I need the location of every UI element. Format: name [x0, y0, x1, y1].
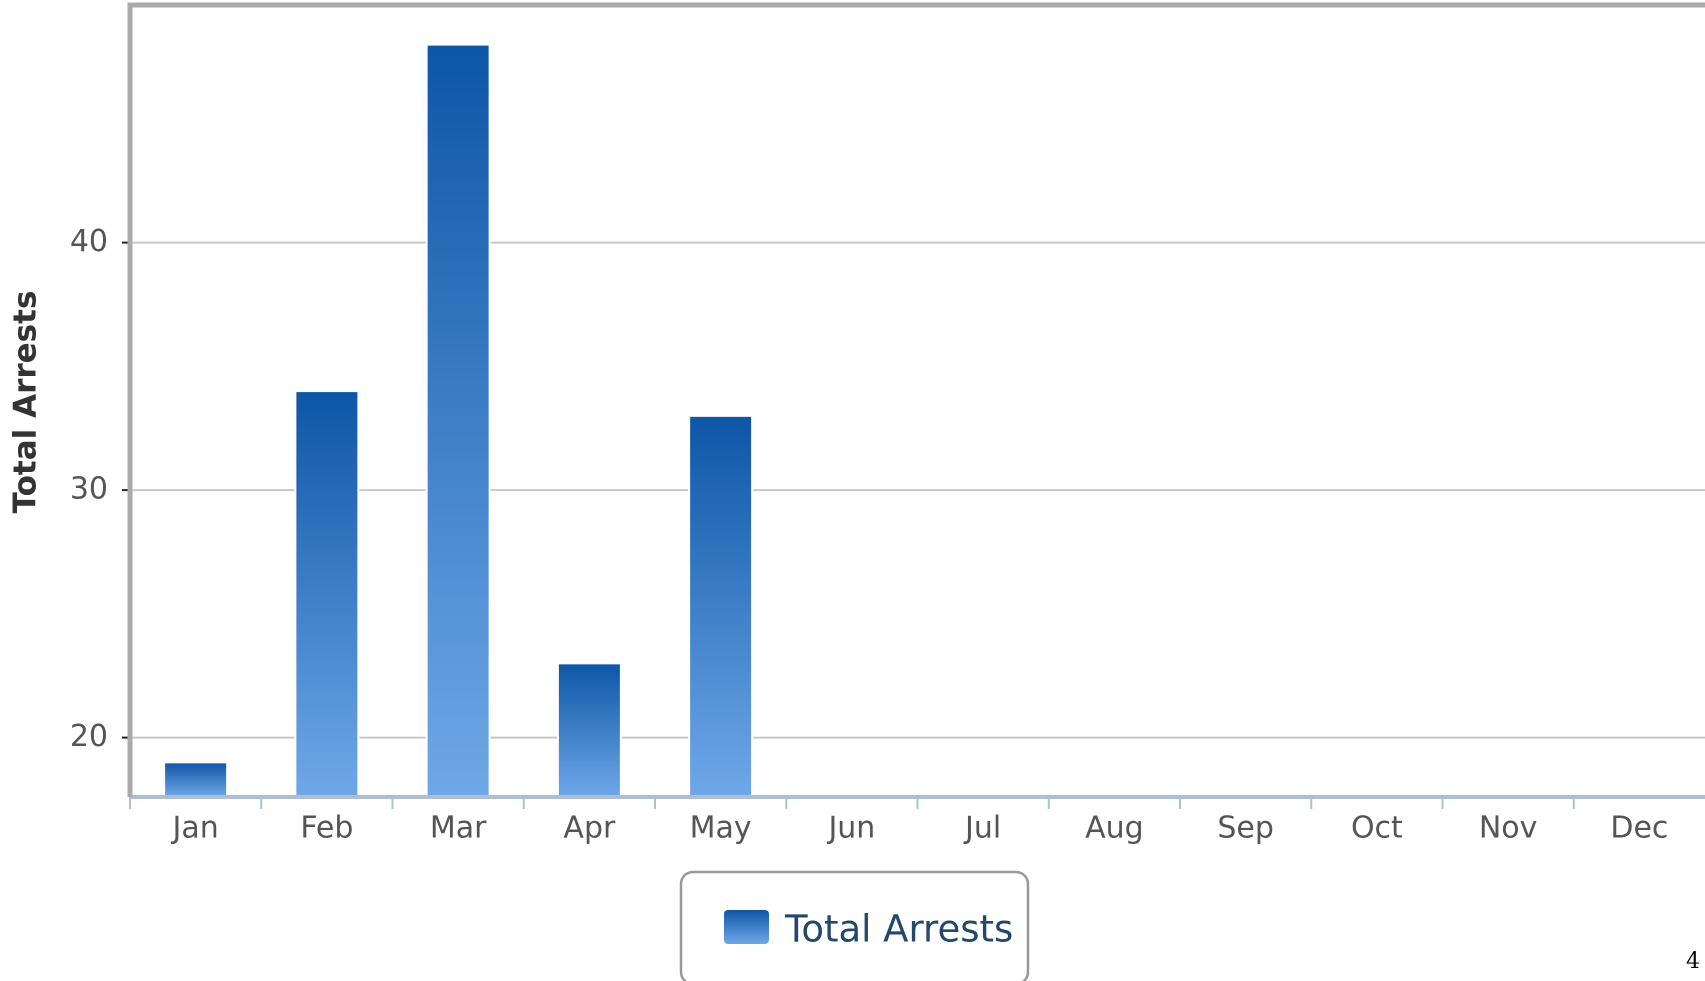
x-tick-label: May — [690, 811, 752, 846]
y-tick-label: 30 — [70, 472, 108, 507]
bar — [425, 43, 491, 799]
x-tick-label: Dec — [1610, 811, 1668, 846]
y-axis-title: Total Arrests — [8, 291, 44, 514]
x-tick-label: Nov — [1479, 811, 1538, 846]
bar — [556, 662, 622, 798]
x-tick-label: Jan — [171, 811, 219, 846]
x-tick-label: Mar — [430, 811, 487, 846]
bar — [163, 761, 229, 798]
page-number: 4 — [1686, 949, 1700, 974]
bar — [688, 414, 754, 798]
plot-frame — [127, 2, 1705, 797]
legend-label: Total Arrests — [784, 908, 1013, 951]
x-tick-label: Sep — [1217, 811, 1274, 846]
x-tick-label: Aug — [1085, 811, 1144, 846]
y-tick-label: 40 — [70, 224, 108, 259]
legend-swatch — [724, 910, 769, 944]
y-tick-label: 20 — [70, 719, 108, 754]
bar — [294, 390, 360, 798]
x-tick-label: Oct — [1351, 811, 1403, 846]
x-tick-label: Jun — [826, 811, 875, 846]
x-tick-label: Apr — [563, 811, 616, 846]
x-tick-label: Feb — [300, 811, 353, 846]
legend-box — [679, 870, 1030, 981]
x-tick-label: Jul — [963, 811, 1001, 846]
